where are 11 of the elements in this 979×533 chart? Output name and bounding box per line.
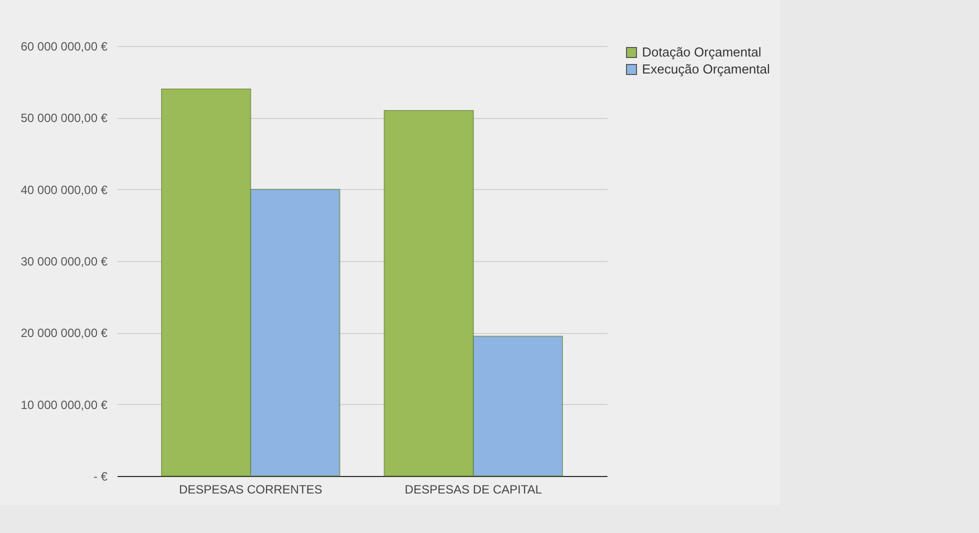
y-tick-label: 20 000 000,00 € — [20, 326, 108, 340]
y-tick-label: 50 000 000,00 € — [20, 111, 108, 126]
y-tick-label: 30 000 000,00 € — [20, 254, 108, 268]
y-tick-label: - € — [93, 470, 108, 484]
x-tick-label: DESPESAS CORRENTES — [178, 482, 322, 496]
y-tick-label: 60 000 000,00 € — [20, 40, 108, 54]
legend-label: Dotação Orçamental — [642, 44, 762, 60]
legend-label: Execução Orçamental — [642, 62, 770, 76]
y-tick-label: 40 000 000,00 € — [20, 182, 108, 197]
x-tick-label: DESPESAS DE CAPITAL — [404, 482, 542, 496]
y-tick-label: 10 000 000,00 € — [20, 398, 108, 412]
